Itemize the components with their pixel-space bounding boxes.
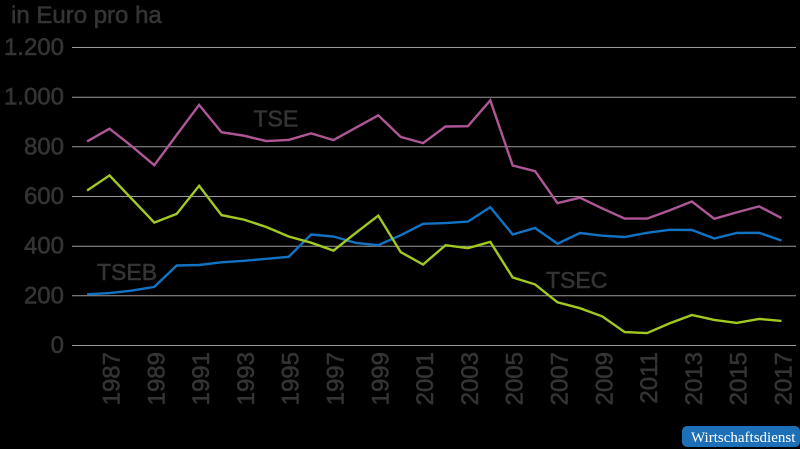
svg-text:TSE: TSE bbox=[254, 106, 299, 132]
svg-text:2009: 2009 bbox=[591, 352, 618, 405]
svg-text:800: 800 bbox=[24, 133, 64, 160]
svg-text:2007: 2007 bbox=[547, 352, 574, 405]
svg-text:2011: 2011 bbox=[636, 352, 663, 404]
svg-text:200: 200 bbox=[24, 282, 64, 309]
svg-text:0: 0 bbox=[51, 332, 64, 359]
svg-text:2001: 2001 bbox=[412, 352, 439, 405]
svg-text:2005: 2005 bbox=[502, 352, 529, 405]
svg-text:1989: 1989 bbox=[143, 352, 170, 405]
svg-text:1.000: 1.000 bbox=[4, 84, 64, 111]
svg-text:2013: 2013 bbox=[681, 352, 708, 405]
svg-text:1993: 1993 bbox=[233, 352, 260, 405]
svg-text:1987: 1987 bbox=[99, 352, 126, 405]
svg-text:600: 600 bbox=[24, 183, 64, 210]
svg-text:TSEC: TSEC bbox=[546, 267, 607, 293]
svg-text:1997: 1997 bbox=[323, 352, 350, 405]
svg-text:1999: 1999 bbox=[367, 352, 394, 405]
svg-text:2017: 2017 bbox=[771, 352, 798, 405]
svg-text:400: 400 bbox=[24, 233, 64, 260]
svg-text:in Euro pro ha: in Euro pro ha bbox=[11, 2, 162, 29]
svg-text:TSEB: TSEB bbox=[97, 259, 157, 285]
svg-text:1.200: 1.200 bbox=[4, 34, 64, 61]
svg-text:1991: 1991 bbox=[188, 352, 215, 405]
svg-text:2015: 2015 bbox=[726, 352, 753, 405]
svg-text:2003: 2003 bbox=[457, 352, 484, 405]
svg-text:1995: 1995 bbox=[278, 352, 305, 405]
